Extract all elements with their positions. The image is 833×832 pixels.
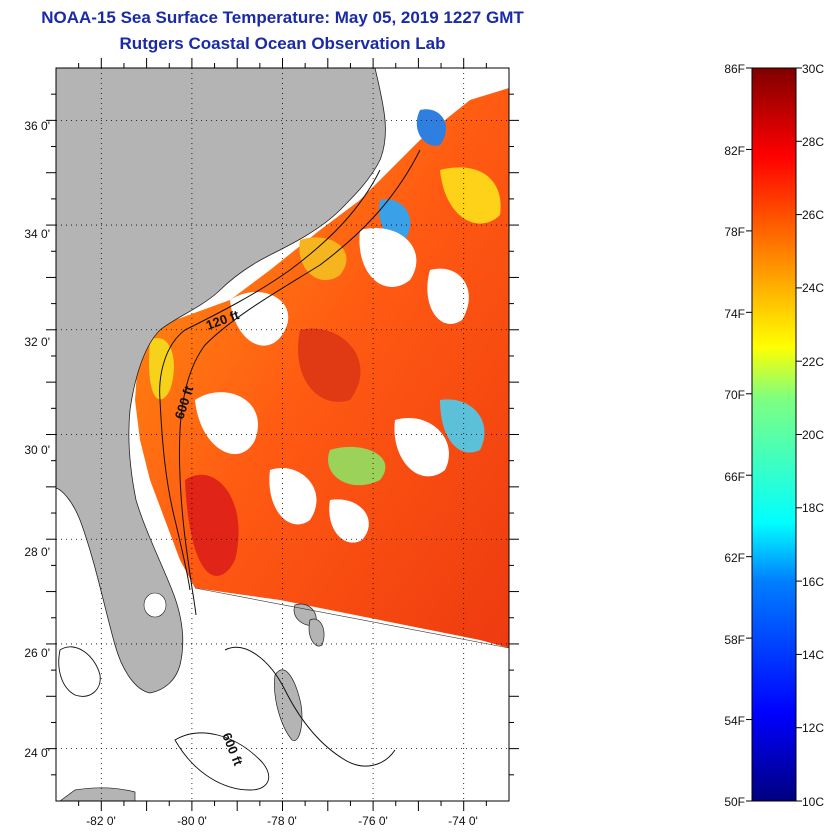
map-subtitle: Rutgers Coastal Ocean Observation Lab bbox=[119, 34, 446, 53]
isobath-120ft bbox=[159, 169, 381, 591]
cb-c-label: 30C bbox=[802, 62, 824, 76]
sst-cool-patch bbox=[416, 109, 447, 146]
cb-c-label: 24C bbox=[802, 281, 824, 295]
map-title: NOAA-15 Sea Surface Temperature: May 05,… bbox=[41, 8, 524, 27]
cloud-mask bbox=[329, 499, 369, 543]
cb-f-label: 78F bbox=[724, 225, 745, 239]
cb-c-label: 14C bbox=[802, 648, 824, 662]
swath-edge bbox=[194, 587, 509, 649]
lon-label: -74 0' bbox=[448, 814, 478, 828]
cloud-mask bbox=[195, 392, 258, 455]
cb-f-label: 70F bbox=[724, 388, 745, 402]
lat-label: 34 0' bbox=[24, 227, 50, 241]
colorbar-ticks bbox=[746, 67, 802, 802]
cb-f-label: 58F bbox=[724, 633, 745, 647]
island bbox=[274, 669, 303, 741]
cloud-mask bbox=[359, 228, 417, 287]
cb-f-label: 50F bbox=[724, 795, 745, 809]
isobath-bahamas-bank bbox=[174, 732, 270, 791]
lon-label: -82 0' bbox=[86, 814, 116, 828]
cb-c-label: 26C bbox=[802, 208, 824, 222]
cb-f-label: 74F bbox=[724, 307, 745, 321]
island bbox=[59, 787, 136, 801]
lat-label: 32 0' bbox=[24, 335, 50, 349]
island bbox=[308, 618, 325, 647]
cloud-mask bbox=[230, 291, 289, 346]
isobath-label: 600 ft bbox=[219, 731, 246, 769]
sst-warm-patch bbox=[298, 328, 361, 402]
cb-c-label: 16C bbox=[802, 575, 824, 589]
cloud-mask bbox=[427, 268, 469, 324]
land-mass bbox=[56, 68, 386, 694]
cloud-mask bbox=[269, 468, 317, 525]
graticule bbox=[56, 68, 509, 801]
axis-ticks bbox=[46, 58, 519, 811]
isobath-keys bbox=[58, 646, 101, 697]
cb-f-label: 66F bbox=[724, 470, 745, 484]
lat-label: 28 0' bbox=[24, 545, 50, 559]
sst-cool-patch bbox=[328, 446, 386, 486]
sst-cool-patch bbox=[440, 399, 485, 453]
sst-cool-patch bbox=[299, 237, 347, 281]
cb-f-label: 54F bbox=[724, 714, 745, 728]
sst-warm-patch bbox=[185, 474, 239, 576]
cb-c-label: 20C bbox=[802, 428, 824, 442]
cb-f-label: 62F bbox=[724, 551, 745, 565]
lat-label: 26 0' bbox=[24, 646, 50, 660]
cb-f-label: 86F bbox=[724, 62, 745, 76]
cb-c-label: 10C bbox=[802, 795, 824, 809]
lon-label: -78 0' bbox=[267, 814, 297, 828]
cb-c-label: 12C bbox=[802, 721, 824, 735]
lat-label: 30 0' bbox=[24, 443, 50, 457]
isobath-600ft-bahamas bbox=[224, 646, 396, 767]
sst-cool-patch bbox=[440, 167, 501, 224]
lon-label: -76 0' bbox=[358, 814, 388, 828]
cb-c-label: 28C bbox=[802, 135, 824, 149]
lake-okeechobee bbox=[143, 592, 167, 618]
lon-label: -80 0' bbox=[177, 814, 207, 828]
isobath-600ft bbox=[178, 149, 421, 616]
cloud-mask bbox=[394, 418, 449, 477]
cb-c-label: 22C bbox=[802, 355, 824, 369]
lat-label: 24 0' bbox=[24, 746, 50, 760]
cb-f-label: 82F bbox=[724, 144, 745, 158]
colorbar bbox=[751, 67, 797, 802]
lat-label: 36 0' bbox=[24, 119, 50, 133]
cb-c-label: 18C bbox=[802, 501, 824, 515]
